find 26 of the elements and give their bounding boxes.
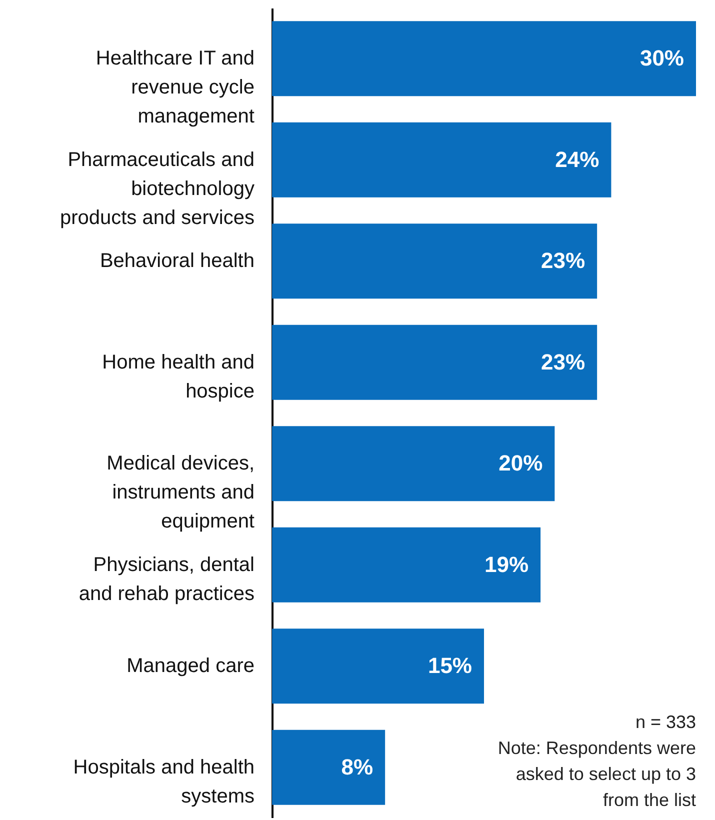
bar — [272, 527, 541, 602]
data-label: 20% — [498, 450, 543, 476]
bar — [272, 324, 598, 400]
data-label: 30% — [640, 46, 684, 71]
y-tick-label: Healthcare IT and revenue cycle management — [96, 48, 255, 128]
y-tick-label: Managed care — [126, 655, 254, 678]
bar — [272, 224, 598, 299]
bar — [272, 730, 386, 805]
y-tick-label: Medical devices, instruments and equipment — [106, 452, 255, 533]
y-tick-label: Pharmaceuticals and biotechnology products and services — [60, 148, 254, 229]
bar — [272, 628, 484, 704]
bar — [272, 122, 612, 198]
y-tick-label: Behavioral health — [100, 250, 254, 272]
data-label: 24% — [555, 146, 600, 172]
annotation: Note: Respondents were asked to select up to 3 from the list — [498, 738, 696, 810]
bar — [272, 426, 555, 502]
y-tick-label: Hospitals and health systems — [73, 756, 254, 808]
annotation: n = 333 — [635, 712, 696, 732]
data-label: 8% — [341, 754, 374, 780]
data-label: 19% — [484, 552, 529, 577]
y-tick-label: Physicians, dental and rehab practices — [78, 554, 254, 605]
data-label: 23% — [541, 349, 586, 374]
data-label: 23% — [541, 248, 586, 274]
data-label: 15% — [428, 653, 472, 678]
y-tick-label: Home health and hospice — [102, 351, 254, 402]
bar — [272, 21, 696, 96]
